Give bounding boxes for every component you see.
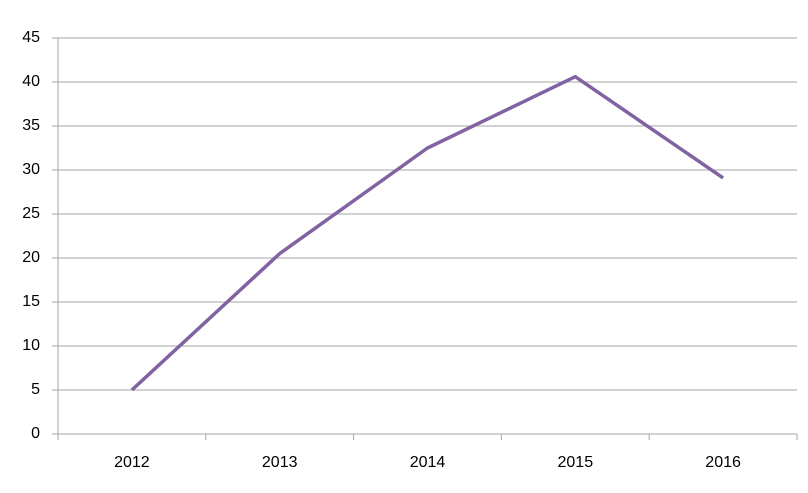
x-tick-label: 2015 — [558, 454, 594, 471]
y-tick-label: 40 — [22, 73, 40, 90]
y-tick-label: 0 — [31, 425, 40, 442]
x-tick-label: 2012 — [114, 454, 150, 471]
y-tick-label: 45 — [22, 29, 40, 46]
y-tick-label: 35 — [22, 117, 40, 134]
y-tick-label: 10 — [22, 337, 40, 354]
y-tick-label: 15 — [22, 293, 40, 310]
x-tick-label: 2013 — [262, 454, 298, 471]
x-tick-label: 2014 — [410, 454, 446, 471]
y-tick-label: 20 — [22, 249, 40, 266]
x-tick-label: 2016 — [705, 454, 741, 471]
y-tick-label: 5 — [31, 381, 40, 398]
y-tick-label: 25 — [22, 205, 40, 222]
data-line — [130, 74, 725, 392]
y-tick-label: 30 — [22, 161, 40, 178]
